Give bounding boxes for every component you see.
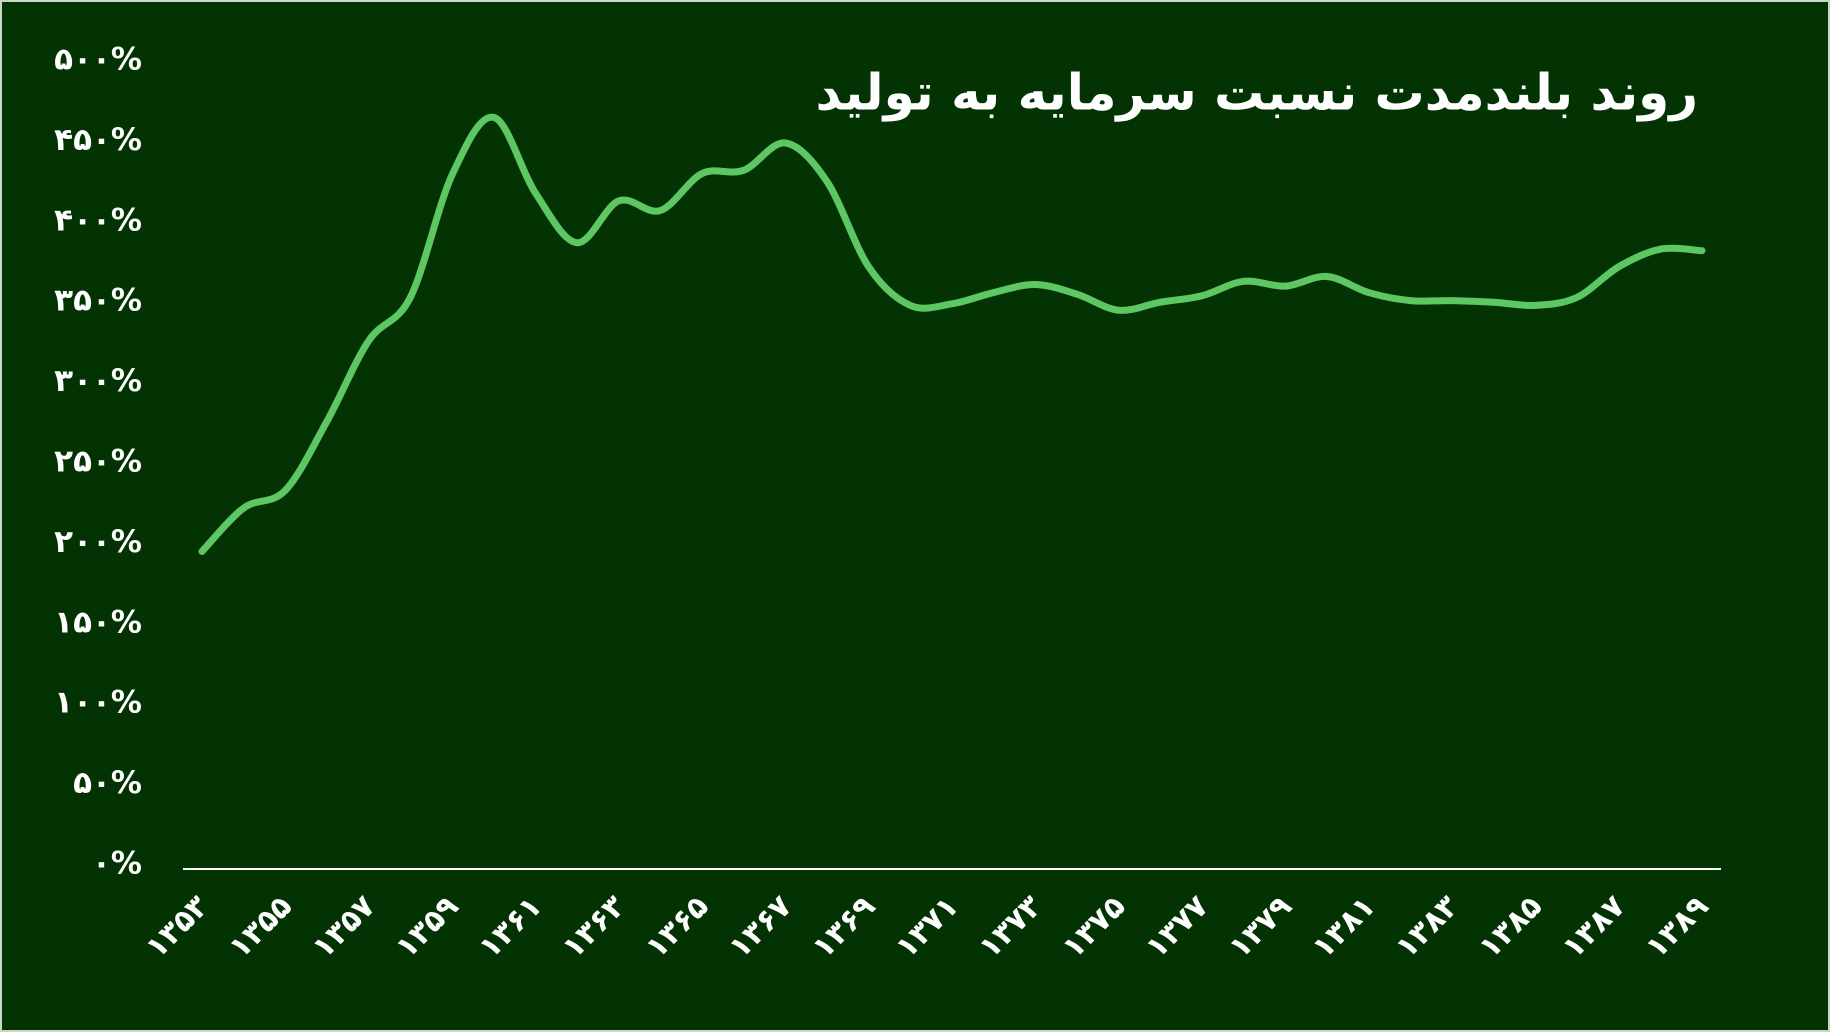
y-tick-label: ۴۰۰% bbox=[54, 202, 142, 238]
y-tick-label: ۵۰۰% bbox=[54, 42, 142, 78]
y-tick-label: ۰% bbox=[92, 846, 142, 882]
chart-title: روند بلندمدت نسبت سرمایه به تولید bbox=[816, 64, 1699, 123]
y-tick-label: ۲۰۰% bbox=[54, 524, 142, 560]
y-tick-label: ۳۵۰% bbox=[54, 283, 142, 319]
y-tick-label: ۲۵۰% bbox=[54, 444, 142, 480]
y-tick-label: ۴۵۰% bbox=[54, 122, 142, 158]
y-tick-label: ۵۰% bbox=[73, 765, 142, 801]
y-tick-label: ۱۰۰% bbox=[54, 685, 142, 721]
y-tick-label: ۱۵۰% bbox=[54, 604, 142, 640]
y-tick-label: ۳۰۰% bbox=[54, 363, 142, 399]
data-line bbox=[198, 113, 1706, 555]
